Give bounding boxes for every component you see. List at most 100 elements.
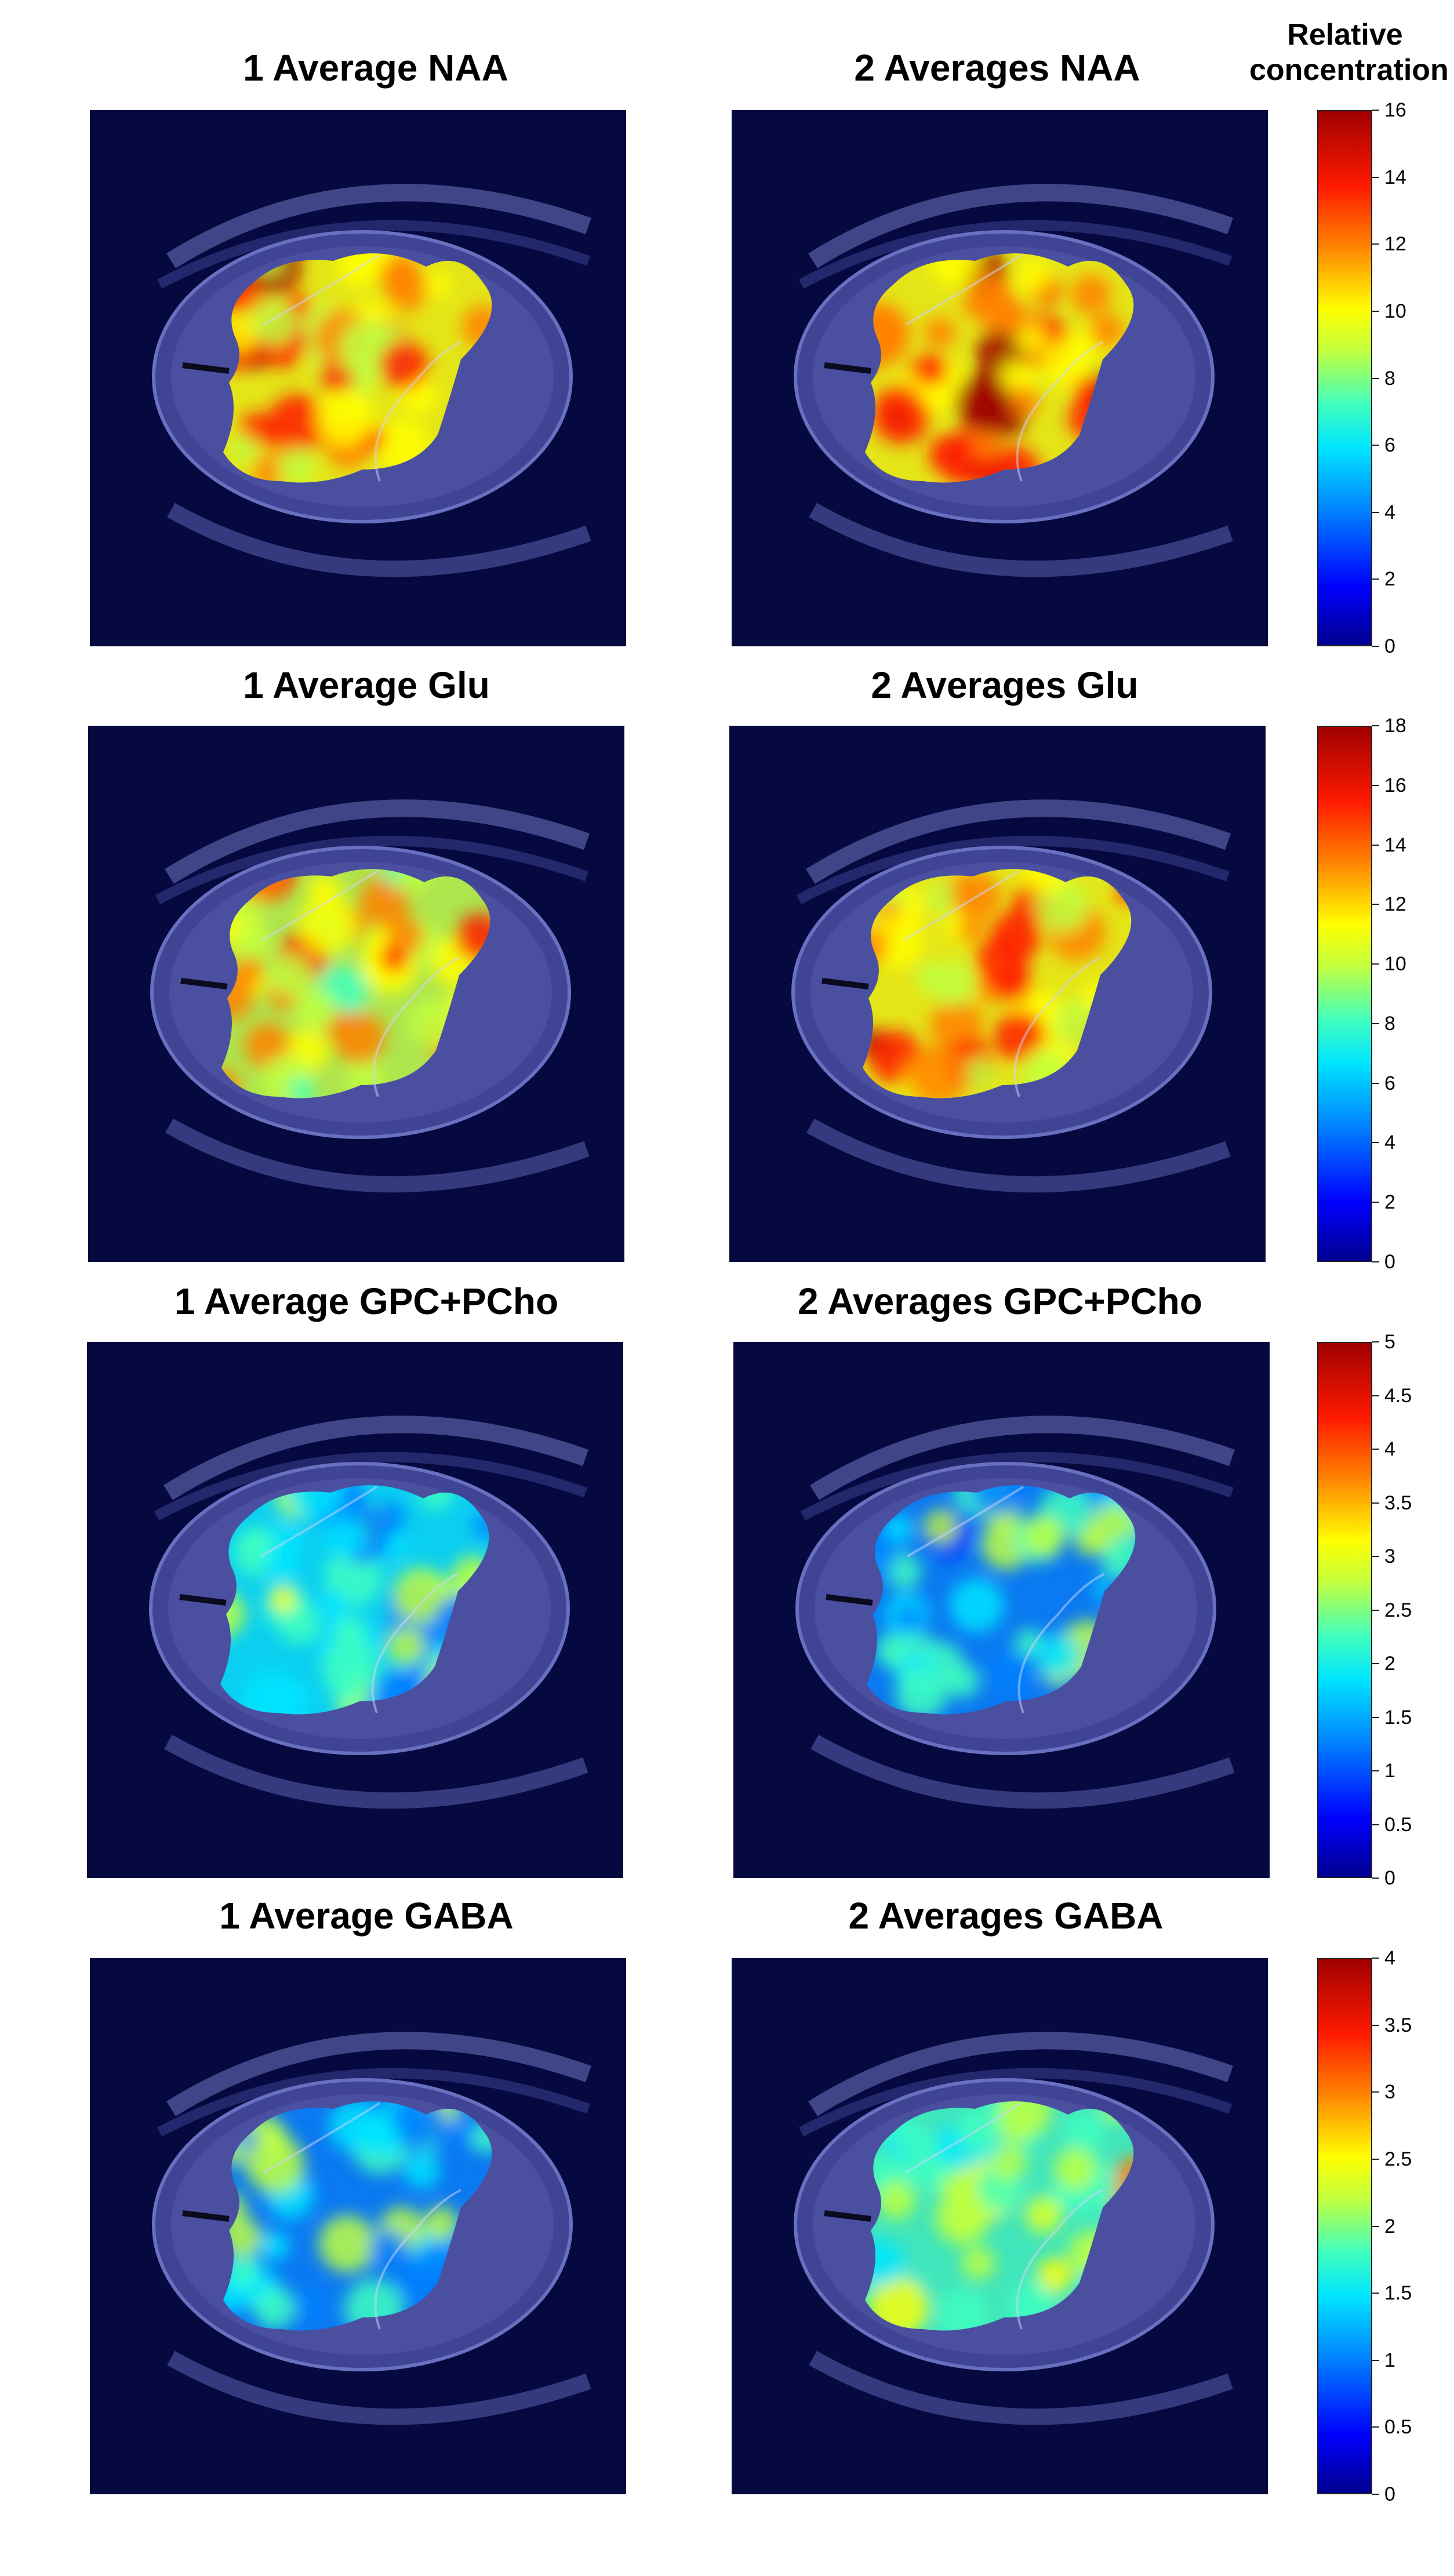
colorbar-tick-label: 2 <box>1384 2215 1395 2237</box>
colorbar-tick <box>1372 725 1379 726</box>
colorbar-tick-label: 1 <box>1384 1760 1395 1782</box>
colorbar-tick-label: 6 <box>1384 1072 1395 1094</box>
colorbar-tick <box>1372 511 1379 513</box>
title-1-average-gpc-pcho: 1 Average GPC+PCho <box>174 1280 559 1322</box>
mri-slice-image <box>88 726 624 1262</box>
colorbar-tick-label: 2.5 <box>1384 2148 1412 2170</box>
mri-panel-1-average-gpc-pcho <box>87 1342 623 1878</box>
colorbar-tick-label: 2 <box>1384 1191 1395 1214</box>
colorbar-tick-label: 0.5 <box>1384 1813 1412 1836</box>
colorbar-tick-label: 3.5 <box>1384 2014 1412 2036</box>
colorbar-tick <box>1372 904 1379 905</box>
colorbar-tick-label: 0 <box>1384 1867 1395 1889</box>
colorbar-tick <box>1372 310 1379 312</box>
colorbar-tick <box>1372 1142 1379 1144</box>
colorbar-tick-label: 14 <box>1384 166 1406 188</box>
colorbar-tick-label: 4.5 <box>1384 1384 1412 1407</box>
colorbar-tick <box>1372 1023 1379 1024</box>
colorbar-tick <box>1372 1449 1379 1450</box>
colorbar-tick <box>1372 243 1379 245</box>
mri-slice-image <box>733 1342 1270 1878</box>
colorbar-header-line1: Relative <box>1287 18 1403 52</box>
colorbar-tick-label: 5 <box>1384 1331 1395 1353</box>
colorbar-tick-label: 3 <box>1384 1545 1395 1567</box>
colorbar-tick <box>1372 2225 1379 2227</box>
colorbar-header: Relative concentration <box>1249 17 1449 89</box>
mri-panel-1-average-gaba <box>90 1958 626 2494</box>
colorbar-tick <box>1372 1395 1379 1396</box>
colorbar-tick <box>1372 784 1379 786</box>
colorbar-tick <box>1372 176 1379 178</box>
colorbar-tick <box>1372 963 1379 965</box>
colorbar-tick <box>1372 1770 1379 1771</box>
colorbar-tick-label: 10 <box>1384 300 1406 322</box>
colorbar-tick-label: 4 <box>1384 1438 1395 1460</box>
colorbar-tick <box>1372 1341 1379 1342</box>
colorbar-tick-label: 10 <box>1384 953 1406 976</box>
mri-panel-2-averages-gaba <box>732 1958 1268 2494</box>
colorbar-tick-label: 16 <box>1384 99 1406 121</box>
colorbar-tick <box>1372 2293 1379 2294</box>
colorbar-tick <box>1372 2158 1379 2160</box>
colorbar-gaba <box>1317 1958 1372 2494</box>
colorbar-tick-label: 0 <box>1384 635 1395 657</box>
colorbar-glu <box>1317 726 1372 1262</box>
mri-panel-2-averages-gpc-pcho <box>733 1342 1270 1878</box>
title-1-average-naa: 1 Average NAA <box>243 47 508 89</box>
mri-slice-image <box>87 1342 623 1878</box>
colorbar-tick-label: 4 <box>1384 501 1395 523</box>
colorbar-tick-label: 4 <box>1384 1947 1395 1969</box>
colorbar-tick <box>1372 2024 1379 2026</box>
colorbar-tick-label: 2.5 <box>1384 1599 1412 1621</box>
colorbar-tick-label: 3 <box>1384 2081 1395 2104</box>
colorbar-tick <box>1372 844 1379 846</box>
colorbar-tick <box>1372 1716 1379 1718</box>
colorbar-tick-label: 12 <box>1384 233 1406 256</box>
colorbar-tick <box>1372 2494 1379 2495</box>
colorbar-tick-label: 1.5 <box>1384 2282 1412 2305</box>
colorbar-tick <box>1372 2359 1379 2361</box>
title-1-average-glu: 1 Average Glu <box>243 664 490 706</box>
colorbar-tick <box>1372 1824 1379 1825</box>
colorbar-tick <box>1372 1878 1379 1879</box>
title-1-average-gaba: 1 Average GABA <box>219 1895 514 1937</box>
colorbar-tick <box>1372 110 1379 111</box>
title-2-averages-naa: 2 Averages NAA <box>854 47 1140 89</box>
title-2-averages-gaba: 2 Averages GABA <box>848 1895 1164 1937</box>
colorbar-tick <box>1372 2426 1379 2428</box>
title-2-averages-gpc-pcho: 2 Averages GPC+PCho <box>798 1280 1202 1322</box>
mri-panel-1-average-naa <box>90 110 626 646</box>
colorbar-tick-label: 0.5 <box>1384 2416 1412 2439</box>
colorbar-tick <box>1372 646 1379 647</box>
title-2-averages-glu: 2 Averages Glu <box>871 664 1139 706</box>
colorbar-tick-label: 12 <box>1384 893 1406 916</box>
colorbar-tick <box>1372 377 1379 379</box>
colorbar-tick <box>1372 578 1379 580</box>
mri-slice-image <box>732 110 1268 646</box>
mri-slice-image <box>90 110 626 646</box>
colorbar-tick <box>1372 2091 1379 2093</box>
colorbar-tick <box>1372 1502 1379 1504</box>
colorbar-tick <box>1372 445 1379 446</box>
colorbar-tick <box>1372 1958 1379 1959</box>
colorbar-tick-label: 6 <box>1384 434 1395 457</box>
colorbar-tick <box>1372 1261 1379 1262</box>
colorbar-tick-label: 8 <box>1384 367 1395 390</box>
colorbar-tick <box>1372 1609 1379 1611</box>
colorbar-tick-label: 16 <box>1384 774 1406 796</box>
mri-panel-2-averages-naa <box>732 110 1268 646</box>
mri-slice-image <box>90 1958 626 2494</box>
colorbar-tick <box>1372 1202 1379 1203</box>
colorbar-tick-label: 18 <box>1384 715 1406 737</box>
mri-slice-image <box>729 726 1266 1262</box>
colorbar-tick-label: 1.5 <box>1384 1706 1412 1729</box>
colorbar-tick <box>1372 1663 1379 1664</box>
colorbar-naa <box>1317 110 1372 646</box>
colorbar-tick <box>1372 1082 1379 1084</box>
colorbar-tick-label: 2 <box>1384 568 1395 591</box>
colorbar-header-line2: concentration <box>1249 53 1449 88</box>
colorbar-tick-label: 8 <box>1384 1012 1395 1035</box>
mri-panel-2-averages-glu <box>729 726 1266 1262</box>
colorbar-gpc-pcho <box>1317 1342 1372 1878</box>
colorbar-tick-label: 0 <box>1384 2483 1395 2505</box>
